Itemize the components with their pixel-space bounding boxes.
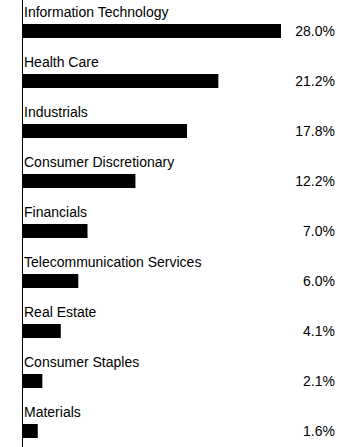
data-label: 12.2% bbox=[295, 173, 335, 189]
chart: Information Technology Health Care Industr… bbox=[0, 0, 360, 447]
bar bbox=[23, 124, 187, 138]
data-label: 17.8% bbox=[295, 123, 335, 139]
data-label: 21.2% bbox=[295, 73, 335, 89]
data-label: 1.6% bbox=[303, 423, 335, 439]
bar bbox=[23, 24, 281, 38]
category-label: Financials bbox=[24, 204, 87, 220]
bar bbox=[23, 224, 88, 238]
data-label: 28.0% bbox=[295, 23, 335, 39]
bar bbox=[23, 274, 78, 288]
category-label: Materials bbox=[24, 404, 81, 420]
data-labels: 28.0% 21.2% 17.8% 12.2% 7.0% 6.0% 4.1% 2.1% 1.6% bbox=[295, 23, 335, 439]
category-label: Real Estate bbox=[24, 304, 97, 320]
bar bbox=[23, 424, 38, 438]
bar bbox=[23, 374, 42, 388]
category-label: Telecommunication Services bbox=[24, 254, 201, 270]
category-label: Consumer Staples bbox=[24, 354, 139, 370]
data-label: 4.1% bbox=[303, 323, 335, 339]
bar bbox=[23, 74, 218, 88]
axis-line bbox=[22, 0, 23, 447]
data-label: 2.1% bbox=[303, 373, 335, 389]
category-labels: Information Technology Health Care Industr… bbox=[24, 4, 201, 420]
data-label: 7.0% bbox=[303, 223, 335, 239]
bars bbox=[23, 24, 281, 438]
category-label: Information Technology bbox=[24, 4, 169, 20]
bar bbox=[23, 324, 61, 338]
data-label: 6.0% bbox=[303, 273, 335, 289]
category-label: Consumer Discretionary bbox=[24, 154, 174, 170]
category-label: Industrials bbox=[24, 104, 88, 120]
category-label: Health Care bbox=[24, 54, 99, 70]
bar bbox=[23, 174, 135, 188]
